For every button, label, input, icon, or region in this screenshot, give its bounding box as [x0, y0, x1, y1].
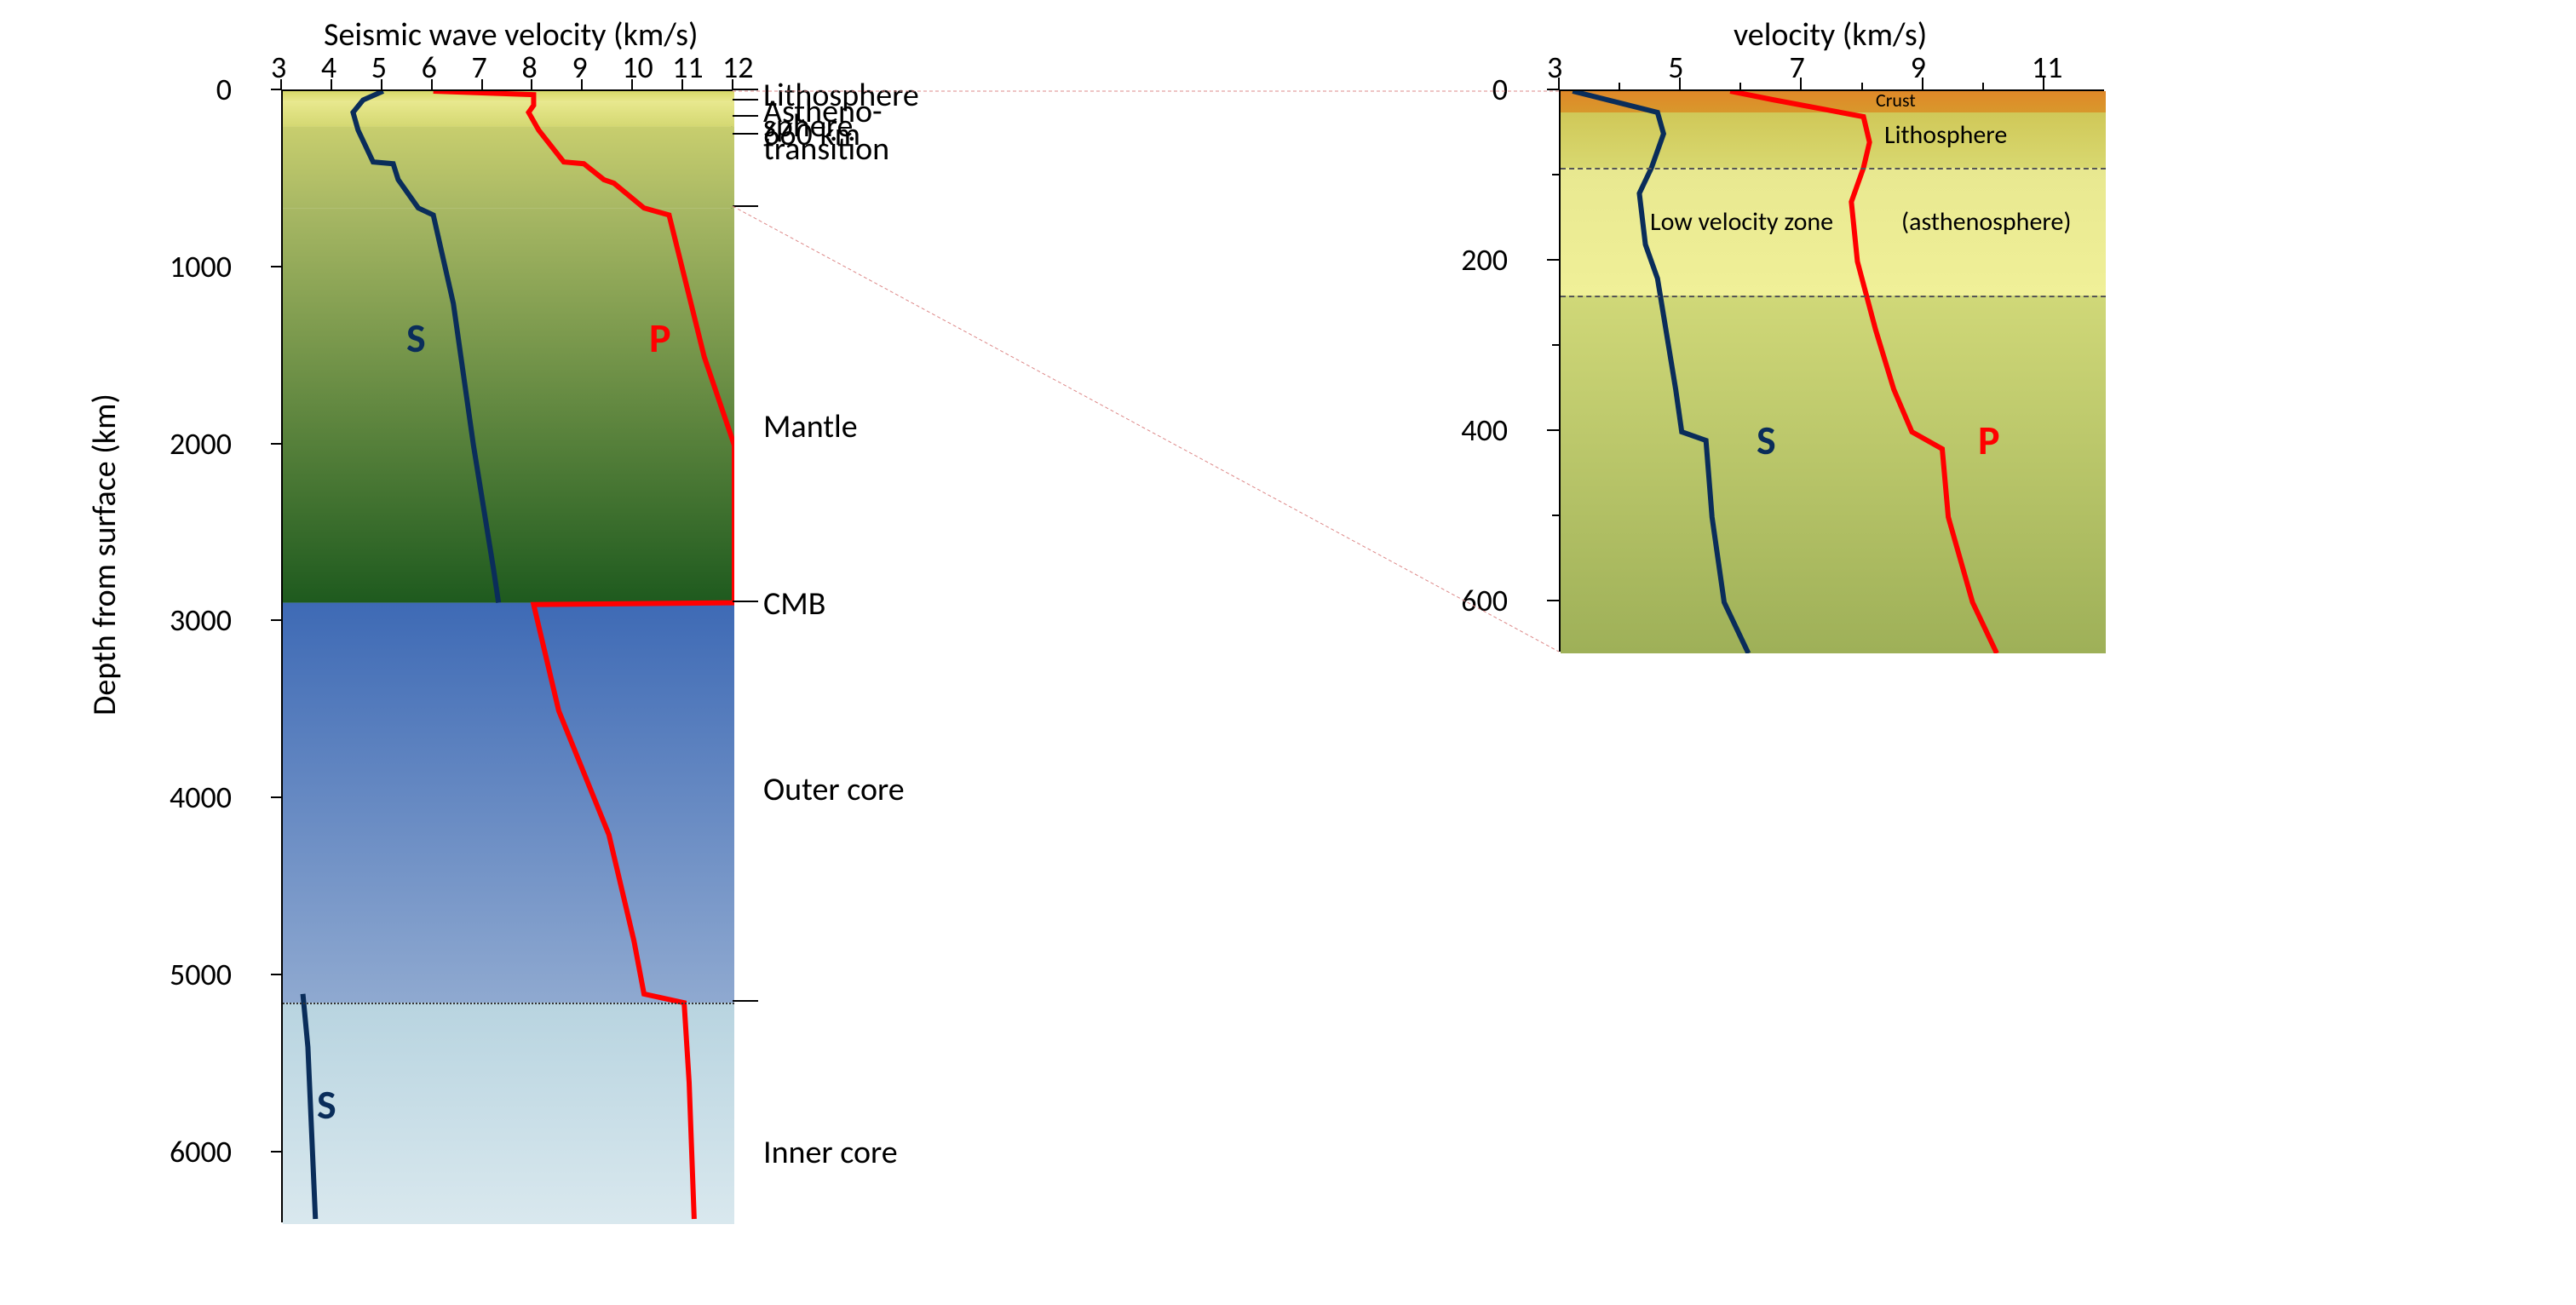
main-x-tick-label: 11 [672, 49, 704, 86]
inset-chart: S P Crust Lithosphere Low velocity zone (as… [1559, 89, 2104, 652]
main-chart-svg [283, 91, 734, 1224]
inset-x-tick-label: 3 [1547, 49, 1562, 86]
main-s-inner-label: S [317, 1079, 336, 1130]
inset-layer-label: (asthenosphere) [1901, 206, 2071, 238]
main-y-tick-label: 5000 [170, 956, 232, 993]
inset-y-minor-tick [1552, 344, 1559, 346]
main-y-tick [271, 266, 281, 267]
main-y-tick-label: 2000 [170, 425, 232, 463]
main-x-tick-label: 10 [622, 49, 653, 86]
region-tick [733, 205, 758, 207]
inset-x-minor-tick [1861, 83, 1863, 89]
inset-chart-svg [1561, 91, 2106, 653]
inset-x-axis-label: velocity (km/s) [1734, 15, 1927, 55]
main-x-tick-label: 6 [422, 49, 437, 86]
main-s-label: S [406, 313, 426, 363]
inset-y-tick-label: 0 [1492, 71, 1508, 108]
region-label: Inner core [763, 1133, 898, 1172]
inset-y-tick [1547, 429, 1559, 431]
inset-s-label: S [1757, 415, 1776, 465]
inset-x-tick-label: 7 [1789, 49, 1804, 86]
inset-y-minor-tick [1552, 515, 1559, 516]
region-tick [733, 133, 758, 135]
region-tick [733, 89, 758, 90]
main-x-tick-label: 3 [271, 49, 286, 86]
main-chart: S P S [281, 89, 733, 1222]
inset-y-tick-label: 600 [1461, 582, 1508, 619]
inset-layer-label: Low velocity zone [1650, 206, 1833, 238]
region-label: transition [763, 129, 889, 169]
main-y-tick [271, 443, 281, 445]
main-x-tick-label: 12 [722, 49, 754, 86]
region-label: Outer core [763, 770, 905, 809]
main-x-tick-label: 9 [572, 49, 587, 86]
main-y-tick [271, 89, 281, 90]
inset-x-minor-tick [1982, 83, 1984, 89]
inset-y-tick [1547, 600, 1559, 601]
region-tick [733, 115, 758, 117]
inset-y-minor-tick [1552, 174, 1559, 175]
inset-p-label: P [1978, 415, 2000, 465]
inset-x-minor-tick [1739, 83, 1741, 89]
region-tick [733, 1000, 758, 1002]
region-tick [733, 99, 758, 101]
inset-x-tick-label: 9 [1911, 49, 1926, 86]
main-y-tick [271, 619, 281, 621]
inset-x-tick-label: 11 [2032, 49, 2063, 86]
inset-y-tick-label: 200 [1461, 241, 1508, 279]
inset-dashed-line [1561, 296, 2106, 297]
main-y-tick-label: 3000 [170, 601, 232, 639]
inset-layer-label: Lithosphere [1884, 119, 2007, 151]
main-x-tick-label: 5 [371, 49, 387, 86]
inset-layer-label: Crust [1876, 89, 1916, 112]
main-y-tick [271, 796, 281, 798]
main-x-tick-label: 4 [321, 49, 336, 86]
main-x-tick-label: 8 [521, 49, 537, 86]
inset-x-minor-tick [1619, 83, 1620, 89]
inset-x-tick-label: 5 [1668, 49, 1683, 86]
main-y-tick [271, 974, 281, 975]
main-y-axis-label: Depth from surface (km) [85, 394, 124, 716]
main-y-tick-label: 4000 [170, 779, 232, 816]
inset-dashed-line [1561, 168, 2106, 170]
main-y-tick-label: 1000 [170, 248, 232, 285]
main-y-tick [271, 1151, 281, 1153]
inset-y-tick-label: 400 [1461, 411, 1508, 449]
region-label: Mantle [763, 407, 858, 446]
inset-y-tick [1547, 259, 1559, 261]
figure-container: Depth from surface (km) Seismic wave vel… [17, 17, 2559, 1271]
main-y-tick-label: 0 [216, 71, 232, 108]
region-tick [733, 601, 758, 602]
inset-y-tick [1547, 89, 1559, 90]
main-y-tick-label: 6000 [170, 1133, 232, 1170]
main-x-tick-label: 7 [472, 49, 487, 86]
main-p-label: P [649, 313, 671, 363]
region-label: CMB [763, 584, 825, 624]
inner-core-divider [283, 1003, 734, 1004]
